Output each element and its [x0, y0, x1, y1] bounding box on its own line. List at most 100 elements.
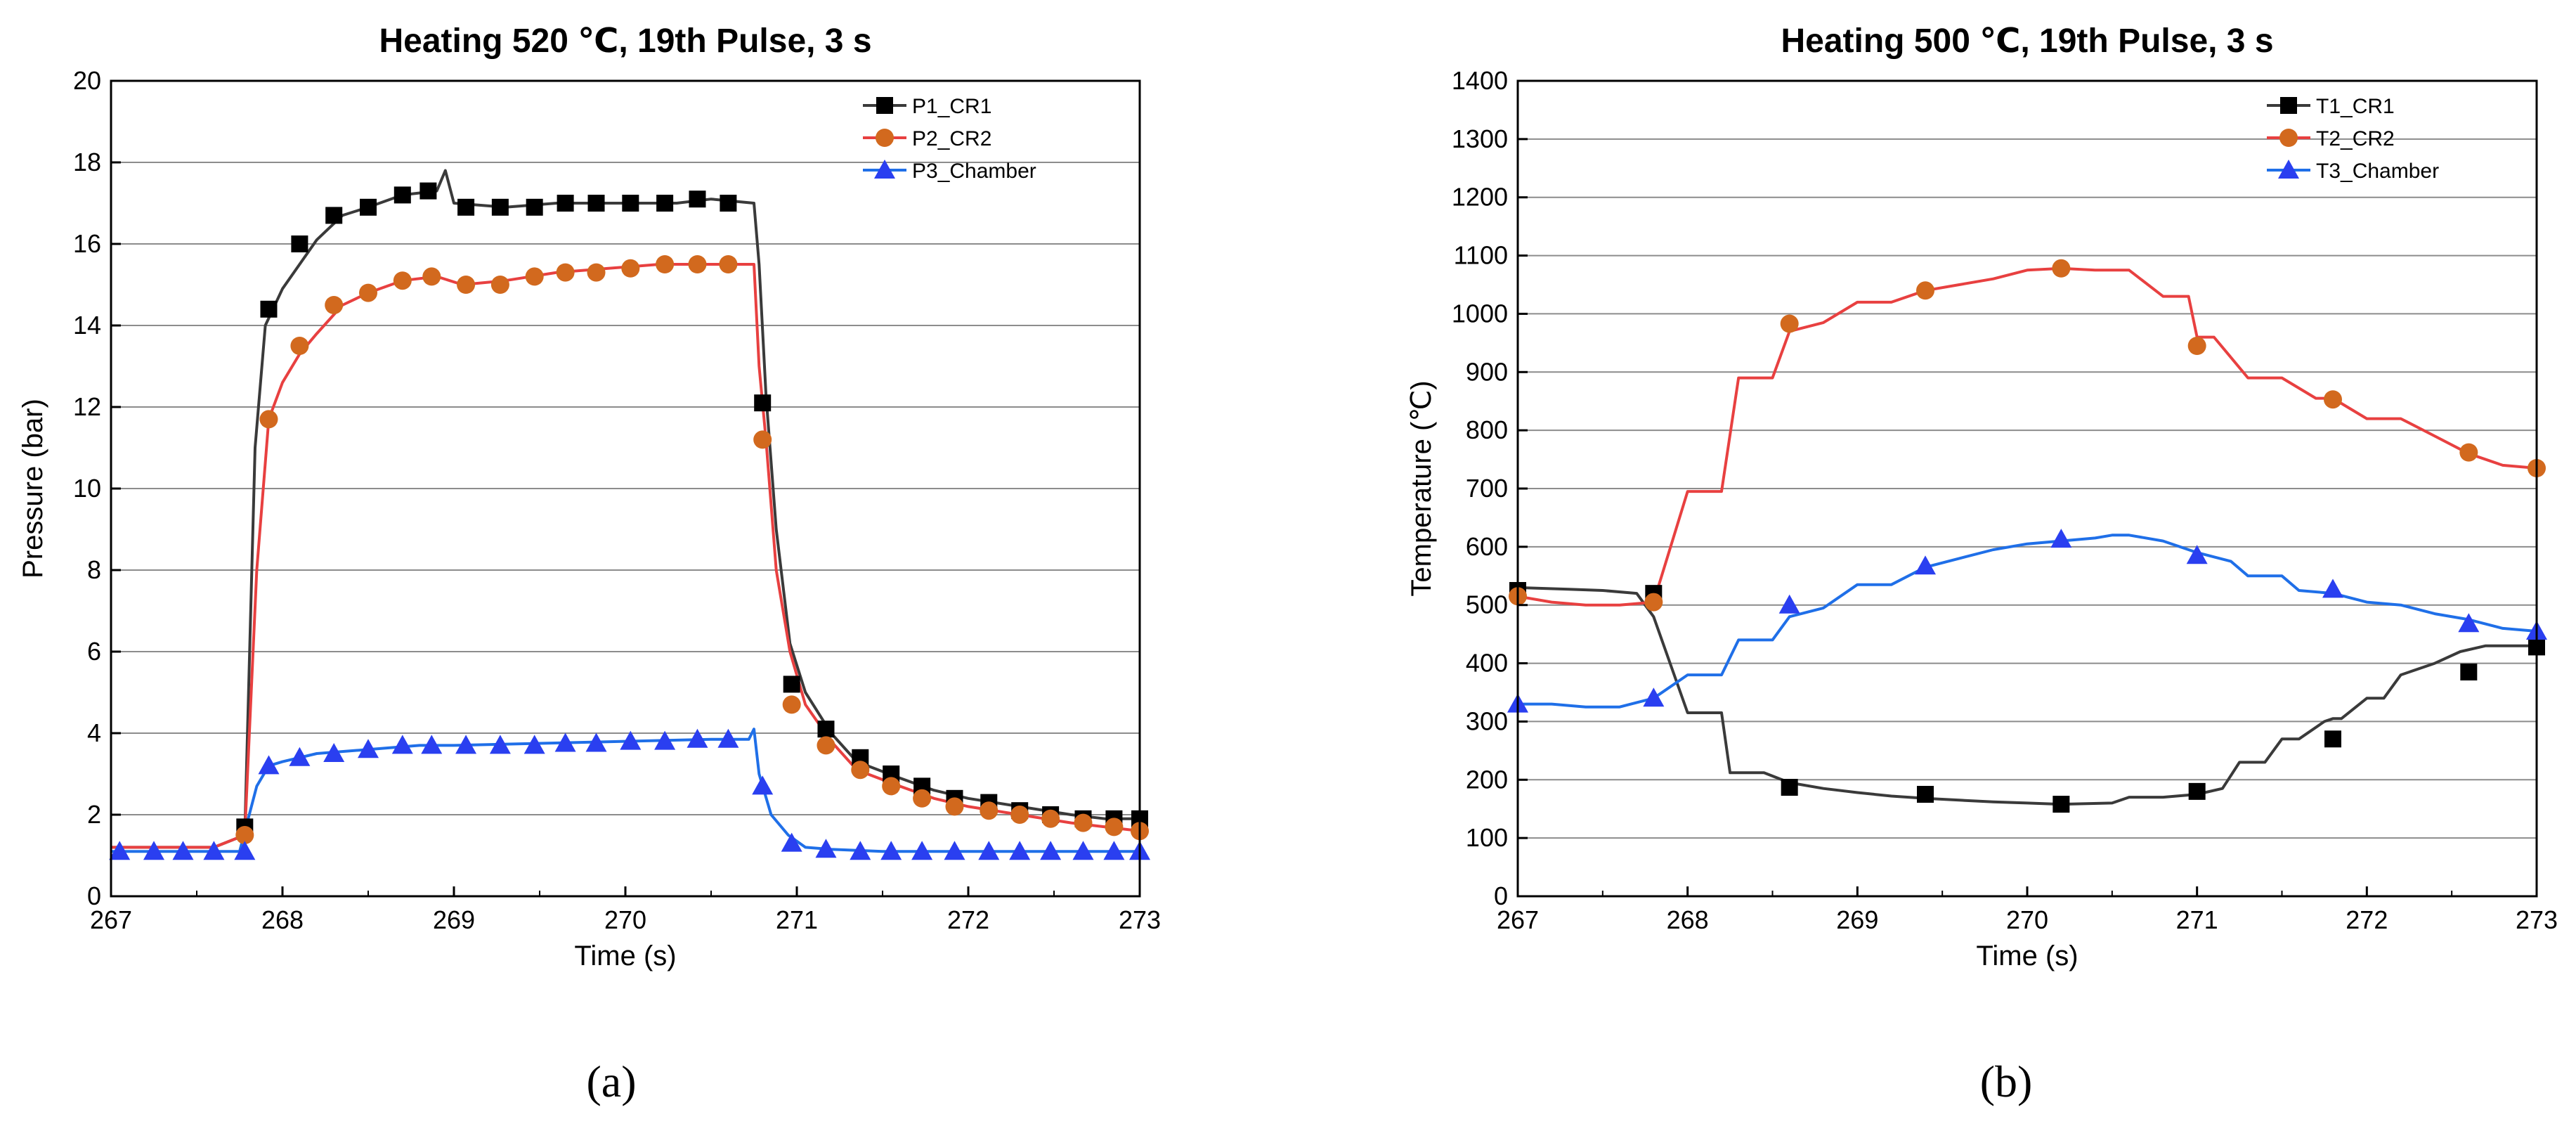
data-point-P2_CR2 — [259, 410, 278, 429]
data-point-P1_CR1 — [491, 198, 509, 216]
data-point-P2_CR2 — [1010, 806, 1029, 824]
data-point-P2_CR2 — [490, 276, 509, 294]
x-tick-label: 267 — [90, 905, 132, 934]
data-point-P3_Chamber — [203, 841, 225, 860]
x-axis-label: Time (s) — [574, 941, 676, 971]
series-markers-P2_CR2 — [235, 255, 1149, 844]
x-tick-label: 272 — [947, 905, 989, 934]
series-markers-T2_CR2 — [1509, 259, 2546, 612]
data-point-P3_Chamber — [752, 775, 774, 795]
legend-marker-P1_CR1 — [876, 97, 893, 114]
data-point-P2_CR2 — [525, 267, 544, 286]
data-point-T3_Chamber — [2322, 579, 2343, 598]
y-tick-label: 12 — [73, 392, 101, 421]
y-tick-label: 8 — [87, 555, 101, 584]
data-point-P2_CR2 — [945, 797, 964, 816]
data-point-T2_CR2 — [2187, 337, 2206, 355]
y-tick-label: 2 — [87, 800, 101, 829]
data-point-T3_Chamber — [1915, 555, 1936, 575]
x-axis-label: Time (s) — [1976, 941, 2078, 971]
x-tick-label: 269 — [1836, 905, 1878, 934]
data-point-T2_CR2 — [1916, 281, 1934, 300]
y-tick-label: 600 — [1466, 532, 1508, 561]
x-tick-label: 273 — [1119, 905, 1161, 934]
data-point-P1_CR1 — [817, 721, 835, 738]
data-point-P1_CR1 — [457, 198, 475, 216]
x-tick-label: 271 — [776, 905, 818, 934]
data-point-P2_CR2 — [688, 255, 707, 273]
y-tick-label: 10 — [73, 474, 101, 503]
data-point-P1_CR1 — [689, 190, 706, 208]
data-point-P3_Chamber — [781, 832, 802, 852]
x-axis: 267 268 269 270 271 272 273 — [90, 886, 1161, 934]
data-point-P2_CR2 — [556, 263, 575, 282]
y-tick-label: 4 — [87, 718, 101, 747]
series-line-T3_Chamber — [1518, 534, 2537, 709]
data-point-P3_Chamber — [323, 743, 345, 762]
data-point-T2_CR2 — [2324, 390, 2342, 409]
y-tick-label: 16 — [73, 229, 101, 258]
y-axis: 0 100 200 300 400 500 600 700 800 900 1000 1100 1200… — [1452, 66, 1528, 910]
data-point-T2_CR2 — [1780, 314, 1799, 333]
legend-marker-P2_CR2 — [876, 129, 894, 147]
data-point-T3_Chamber — [2186, 545, 2208, 564]
data-point-P3_Chamber — [455, 735, 477, 754]
x-tick-label: 273 — [2516, 905, 2558, 934]
x-tick-label: 268 — [1667, 905, 1709, 934]
data-point-P2_CR2 — [621, 259, 640, 278]
legend-marker-T1_CR1 — [2280, 97, 2297, 114]
data-point-P3_Chamber — [234, 841, 256, 860]
panel-label: (a) — [586, 1057, 636, 1106]
y-tick-label: 800 — [1466, 415, 1508, 444]
series-line-P3_Chamber — [111, 728, 1140, 853]
data-point-T1_CR1 — [2053, 796, 2070, 813]
data-point-P3_Chamber — [1040, 841, 1062, 860]
data-point-P3_Chamber — [391, 735, 413, 754]
chart-title: Heating 520 ℃, 19th Pulse, 3 s — [379, 22, 871, 60]
legend-label-T2_CR2: T2_CR2 — [2316, 127, 2395, 150]
legend-label-T1_CR1: T1_CR1 — [2316, 95, 2395, 118]
x-axis: 267 268 269 270 271 272 273 — [1497, 886, 2558, 934]
legend-label-P3_Chamber: P3_Chamber — [912, 160, 1036, 183]
data-point-P2_CR2 — [422, 267, 441, 286]
data-point-P2_CR2 — [851, 761, 870, 780]
data-point-T3_Chamber — [1643, 687, 1665, 707]
gridlines — [111, 162, 1140, 815]
data-point-T1_CR1 — [2460, 664, 2478, 680]
legend-marker-P3_Chamber — [874, 160, 895, 179]
data-point-P1_CR1 — [393, 186, 411, 204]
data-point-P1_CR1 — [587, 195, 605, 212]
data-point-P2_CR2 — [719, 255, 738, 273]
data-point-P3_Chamber — [358, 739, 379, 758]
x-tick-label: 268 — [261, 905, 304, 934]
panel-label: (b) — [1980, 1057, 2033, 1106]
data-point-P2_CR2 — [1105, 818, 1124, 836]
data-point-T2_CR2 — [2052, 259, 2071, 278]
data-point-P3_Chamber — [258, 755, 280, 775]
plot-area — [1518, 266, 2537, 806]
y-tick-label: 500 — [1466, 590, 1508, 619]
y-tick-label: 700 — [1466, 474, 1508, 503]
data-point-P1_CR1 — [656, 195, 674, 212]
data-point-P3_Chamber — [489, 735, 511, 754]
data-point-P2_CR2 — [753, 430, 772, 449]
data-point-P1_CR1 — [291, 235, 308, 252]
data-point-P2_CR2 — [817, 736, 835, 755]
data-point-T2_CR2 — [2459, 443, 2478, 462]
y-tick-label: 1200 — [1452, 183, 1508, 212]
legend-marker-T3_Chamber — [2278, 160, 2299, 179]
data-point-P1_CR1 — [419, 182, 437, 200]
data-point-T1_CR1 — [2188, 782, 2206, 800]
data-point-P1_CR1 — [360, 198, 377, 216]
y-tick-label: 1400 — [1452, 66, 1508, 95]
data-point-P2_CR2 — [782, 695, 801, 714]
data-point-T1_CR1 — [1917, 786, 1934, 803]
data-point-P3_Chamber — [911, 841, 933, 860]
legend-label-P2_CR2: P2_CR2 — [912, 127, 991, 150]
data-point-P2_CR2 — [882, 777, 901, 796]
y-tick-label: 100 — [1466, 823, 1508, 852]
data-point-P1_CR1 — [260, 300, 278, 318]
